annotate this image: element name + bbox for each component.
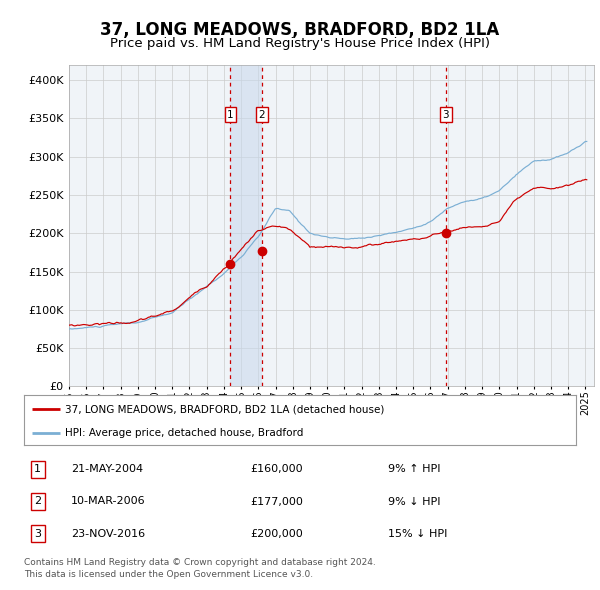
Text: This data is licensed under the Open Government Licence v3.0.: This data is licensed under the Open Gov…: [24, 570, 313, 579]
Bar: [230, 65, 262, 386]
Text: 2: 2: [259, 110, 265, 120]
Text: £200,000: £200,000: [250, 529, 303, 539]
Text: 37, LONG MEADOWS, BRADFORD, BD2 1LA (detached house): 37, LONG MEADOWS, BRADFORD, BD2 1LA (det…: [65, 404, 385, 414]
Text: HPI: Average price, detached house, Bradford: HPI: Average price, detached house, Brad…: [65, 428, 304, 438]
Text: £160,000: £160,000: [250, 464, 303, 474]
Text: 3: 3: [443, 110, 449, 120]
Text: Price paid vs. HM Land Registry's House Price Index (HPI): Price paid vs. HM Land Registry's House …: [110, 37, 490, 50]
Text: 2: 2: [34, 497, 41, 506]
Text: 21-MAY-2004: 21-MAY-2004: [71, 464, 143, 474]
Text: Contains HM Land Registry data © Crown copyright and database right 2024.: Contains HM Land Registry data © Crown c…: [24, 558, 376, 567]
Text: 9% ↑ HPI: 9% ↑ HPI: [388, 464, 441, 474]
Text: 9% ↓ HPI: 9% ↓ HPI: [388, 497, 441, 506]
Text: 37, LONG MEADOWS, BRADFORD, BD2 1LA: 37, LONG MEADOWS, BRADFORD, BD2 1LA: [100, 21, 500, 39]
Text: 10-MAR-2006: 10-MAR-2006: [71, 497, 146, 506]
Text: 1: 1: [227, 110, 234, 120]
Text: 1: 1: [34, 464, 41, 474]
Text: 15% ↓ HPI: 15% ↓ HPI: [388, 529, 448, 539]
Text: 23-NOV-2016: 23-NOV-2016: [71, 529, 145, 539]
Text: 3: 3: [34, 529, 41, 539]
Text: £177,000: £177,000: [250, 497, 303, 506]
